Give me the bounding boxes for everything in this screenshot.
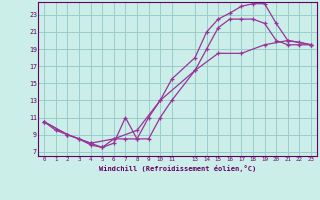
X-axis label: Windchill (Refroidissement éolien,°C): Windchill (Refroidissement éolien,°C) bbox=[99, 165, 256, 172]
